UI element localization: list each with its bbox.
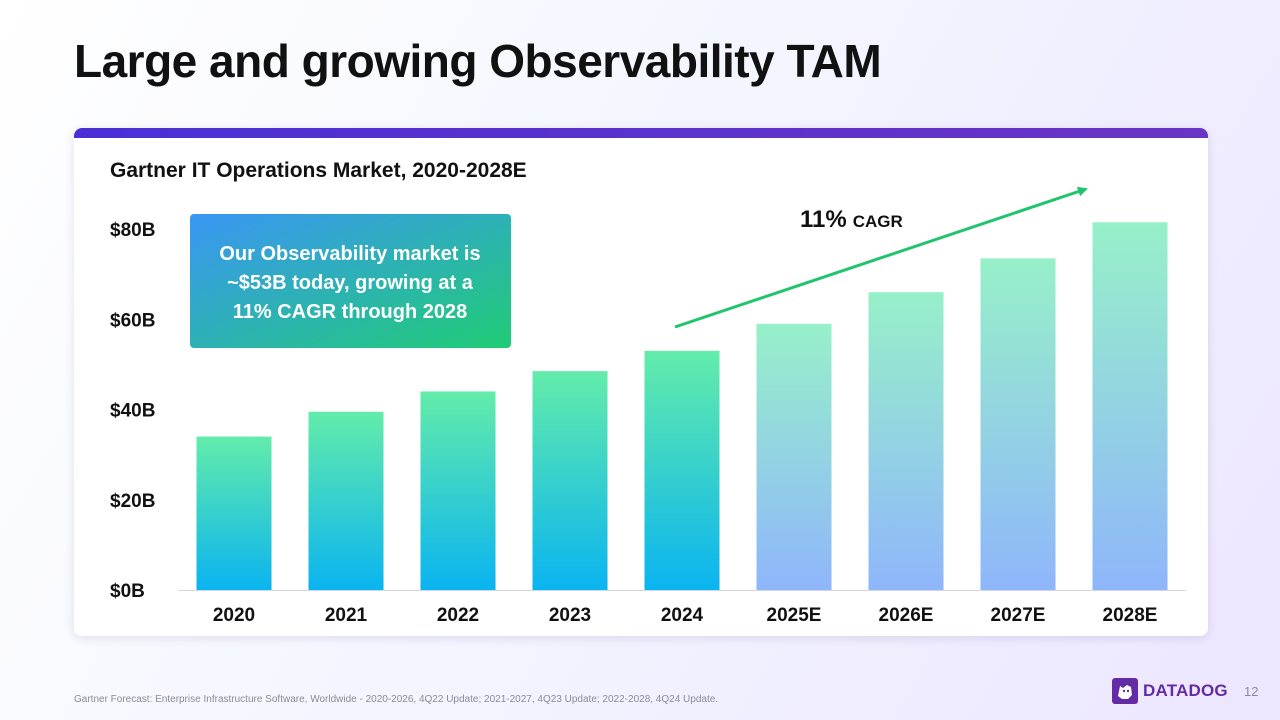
cagr-label: CAGR xyxy=(853,212,903,231)
cagr-arrow xyxy=(674,186,1088,329)
footnote: Gartner Forecast: Enterprise Infrastruct… xyxy=(74,694,719,705)
y-tick-label-4: $80B xyxy=(110,220,155,241)
x-tick-label-2026E: 2026E xyxy=(879,605,934,626)
callout-line-1: ~$53B today, growing at a xyxy=(227,272,474,294)
x-tick-label-2020: 2020 xyxy=(213,605,255,626)
card-accent-bar xyxy=(74,128,1208,138)
x-tick-label-2025E: 2025E xyxy=(767,605,822,626)
callout-line-0: Our Observability market is xyxy=(219,243,480,265)
x-tick-label-2024: 2024 xyxy=(661,605,704,626)
page-title: Large and growing Observability TAM xyxy=(74,35,882,87)
bar-chart: Gartner IT Operations Market, 2020-2028E… xyxy=(110,159,1186,626)
callout-line-2: 11% CAGR through 2028 xyxy=(233,301,468,323)
bar-2024 xyxy=(644,350,720,590)
bars xyxy=(196,222,1168,590)
x-axis: 2020 2021 2022 2023 2024 2025E 2026E 2027E 2028E xyxy=(178,590,1186,626)
datadog-logo: DATADOG xyxy=(1112,678,1228,704)
cagr-value: 11% xyxy=(800,206,847,233)
bar-2027E xyxy=(980,258,1056,590)
logo-text: DATADOG xyxy=(1143,681,1228,700)
x-tick-label-2021: 2021 xyxy=(325,605,368,626)
cagr-annotation: 11% CAGR xyxy=(800,206,903,233)
y-tick-label-3: $60B xyxy=(110,310,155,331)
bar-2022 xyxy=(420,391,496,590)
page-number: 12 xyxy=(1244,684,1259,699)
x-tick-label-2022: 2022 xyxy=(437,605,479,626)
bar-2021 xyxy=(308,411,384,590)
x-tick-label-2027E: 2027E xyxy=(991,605,1046,626)
x-tick-label-2028E: 2028E xyxy=(1103,605,1158,626)
dog-logo-icon xyxy=(1112,678,1138,704)
cagr-arrow-line xyxy=(674,186,1088,329)
bar-2025E xyxy=(756,323,832,590)
bar-2026E xyxy=(868,292,944,590)
bar-2028E xyxy=(1092,222,1168,590)
bar-2023 xyxy=(532,371,608,590)
bar-2020 xyxy=(196,436,272,590)
y-tick-label-1: $20B xyxy=(110,491,155,512)
chart-card: Gartner IT Operations Market, 2020-2028E… xyxy=(74,128,1208,636)
callout-background xyxy=(190,214,511,348)
chart-title: Gartner IT Operations Market, 2020-2028E xyxy=(110,159,527,182)
x-tick-label-2023: 2023 xyxy=(549,605,591,626)
y-axis: $0B $20B $40B $60B $80B xyxy=(110,220,155,602)
callout-box: Our Observability market is ~$53B today, … xyxy=(190,214,511,348)
y-tick-label-2: $40B xyxy=(110,401,155,422)
y-tick-label-0: $0B xyxy=(110,581,145,602)
